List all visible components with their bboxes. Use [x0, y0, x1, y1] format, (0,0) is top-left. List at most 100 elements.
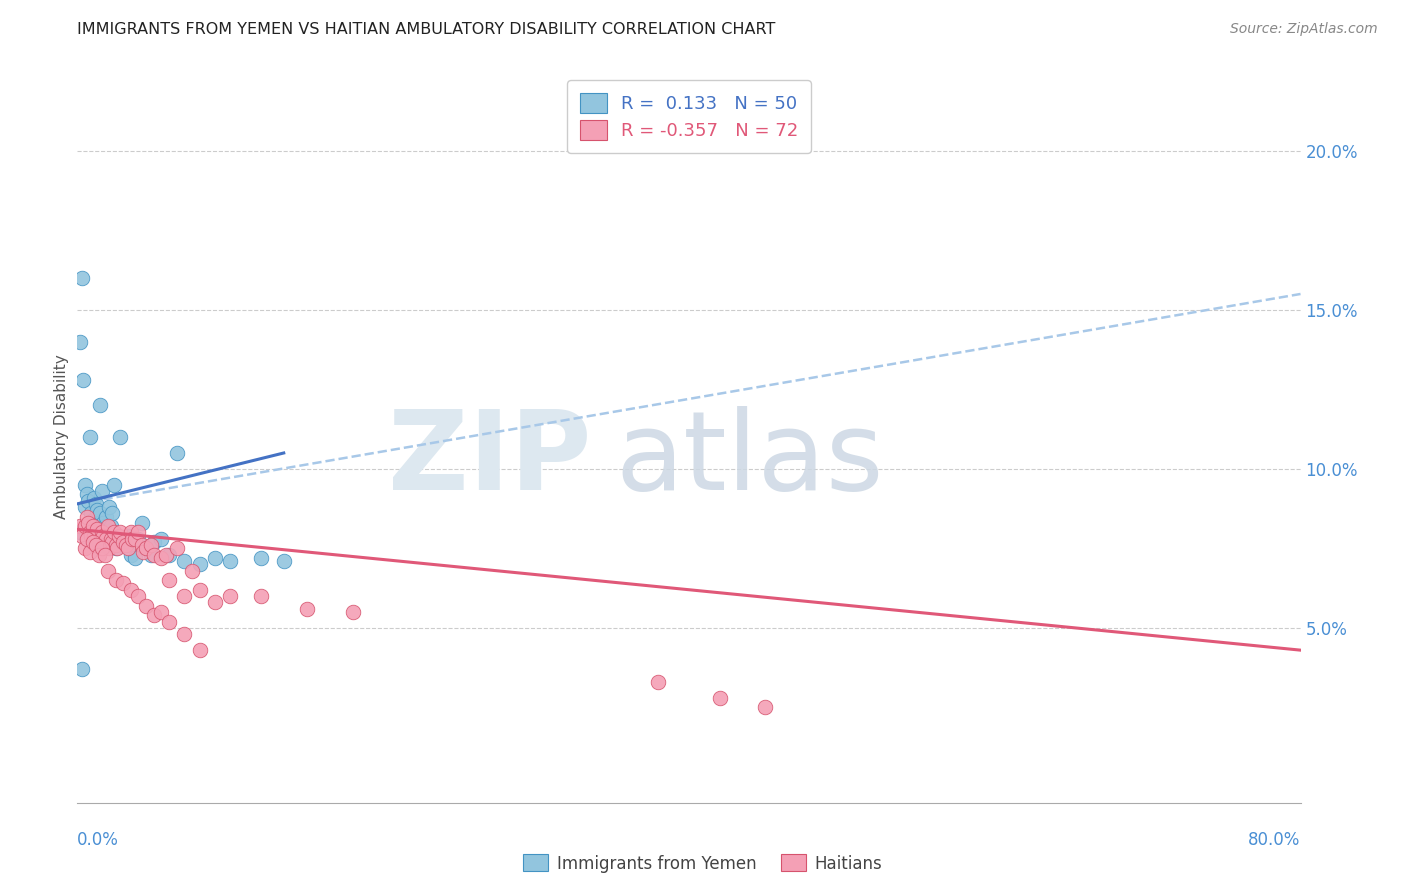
Point	[273, 554, 295, 568]
Point	[79, 525, 101, 540]
Point	[76, 532, 98, 546]
Point	[89, 507, 111, 521]
Point	[150, 605, 173, 619]
Point	[115, 538, 138, 552]
Point	[77, 493, 100, 508]
Point	[73, 541, 96, 556]
Point	[76, 487, 98, 501]
Legend: Immigrants from Yemen, Haitians: Immigrants from Yemen, Haitians	[517, 847, 889, 880]
Point	[219, 589, 242, 603]
Y-axis label: Ambulatory Disability: Ambulatory Disability	[53, 355, 69, 519]
Point	[83, 491, 105, 505]
Point	[79, 430, 101, 444]
Point	[76, 509, 98, 524]
Point	[90, 484, 112, 499]
Point	[150, 532, 173, 546]
Point	[97, 519, 120, 533]
Point	[69, 519, 91, 533]
Point	[117, 541, 139, 556]
Point	[173, 627, 195, 641]
Point	[120, 582, 142, 597]
Point	[250, 550, 273, 565]
Point	[97, 564, 120, 578]
Point	[181, 564, 204, 578]
Point	[142, 535, 165, 549]
Point	[157, 573, 180, 587]
Point	[104, 573, 127, 587]
Point	[295, 602, 318, 616]
Point	[100, 532, 122, 546]
Point	[80, 529, 103, 543]
Point	[104, 541, 127, 556]
Point	[128, 589, 150, 603]
Point	[150, 550, 173, 565]
Point	[77, 516, 100, 530]
Point	[107, 532, 129, 546]
Point	[98, 541, 121, 556]
Point	[73, 519, 96, 533]
Point	[69, 525, 91, 540]
Point	[142, 608, 165, 623]
Point	[94, 548, 117, 562]
Point	[79, 544, 101, 558]
Point	[104, 538, 127, 552]
Point	[157, 548, 180, 562]
Point	[86, 522, 108, 536]
Point	[117, 529, 139, 543]
Point	[107, 529, 129, 543]
Point	[204, 550, 226, 565]
Point	[166, 446, 188, 460]
Point	[70, 529, 93, 543]
Point	[69, 334, 91, 349]
Point	[101, 535, 124, 549]
Point	[124, 532, 146, 546]
Point	[70, 271, 93, 285]
Point	[89, 398, 111, 412]
Point	[204, 595, 226, 609]
Text: 0.0%: 0.0%	[77, 831, 120, 849]
Point	[90, 525, 112, 540]
Point	[142, 548, 165, 562]
Point	[166, 541, 188, 556]
Text: Source: ZipAtlas.com: Source: ZipAtlas.com	[1230, 22, 1378, 37]
Point	[108, 430, 131, 444]
Point	[135, 541, 157, 556]
Point	[73, 500, 96, 514]
Point	[124, 550, 146, 565]
Point	[86, 503, 108, 517]
Text: IMMIGRANTS FROM YEMEN VS HAITIAN AMBULATORY DISABILITY CORRELATION CHART: IMMIGRANTS FROM YEMEN VS HAITIAN AMBULAT…	[77, 22, 776, 37]
Point	[128, 532, 150, 546]
Point	[173, 554, 195, 568]
Point	[105, 532, 128, 546]
Point	[80, 507, 103, 521]
Point	[84, 538, 107, 552]
Point	[112, 535, 135, 549]
Point	[188, 643, 211, 657]
Point	[120, 525, 142, 540]
Point	[155, 548, 177, 562]
Point	[98, 500, 121, 514]
Point	[132, 544, 155, 558]
Point	[101, 507, 124, 521]
Point	[100, 519, 122, 533]
Point	[115, 538, 138, 552]
Point	[70, 662, 93, 676]
Point	[173, 589, 195, 603]
Point	[103, 477, 125, 491]
Point	[90, 541, 112, 556]
Point	[131, 516, 153, 530]
Point	[250, 589, 273, 603]
Point	[188, 582, 211, 597]
Point	[108, 525, 131, 540]
Point	[87, 548, 110, 562]
Point	[94, 538, 117, 552]
Point	[96, 532, 118, 546]
Point	[89, 538, 111, 552]
Point	[131, 538, 153, 552]
Point	[97, 529, 120, 543]
Text: ZIP: ZIP	[388, 406, 591, 513]
Text: atlas: atlas	[616, 406, 884, 513]
Point	[105, 541, 128, 556]
Point	[219, 554, 242, 568]
Point	[91, 516, 114, 530]
